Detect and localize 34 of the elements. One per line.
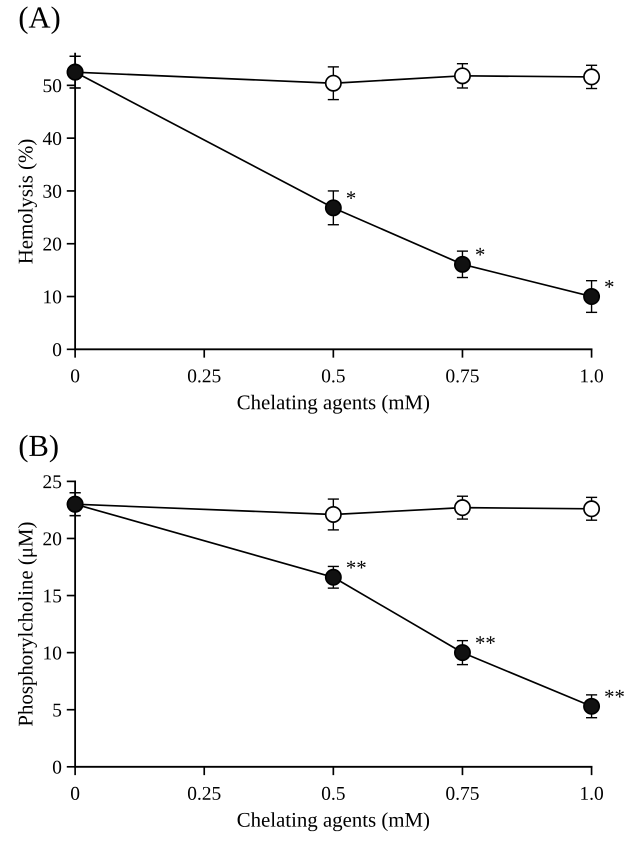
annotation: * xyxy=(605,280,614,288)
x-tick-label: 0.25 xyxy=(188,369,220,383)
y-tick-label: 30 xyxy=(43,184,62,198)
annotation: ** xyxy=(605,690,624,698)
x-tick-label: 1.0 xyxy=(581,786,603,800)
y-tick-label: 25 xyxy=(43,475,62,488)
x-axis-title: Chelating agents (mM) xyxy=(238,394,430,414)
y-tick-label: 50 xyxy=(44,79,62,92)
x-tick-label: 0.75 xyxy=(446,786,479,800)
x-tick-label: 0.5 xyxy=(322,369,345,383)
x-tick-label: 1.0 xyxy=(581,369,603,383)
x-tick-label: 0.75 xyxy=(446,369,479,383)
x-tick-label: 0.5 xyxy=(322,786,345,800)
annotation: * xyxy=(476,248,484,256)
x-tick-label: 0 xyxy=(71,369,80,382)
y-tick-label: 40 xyxy=(42,132,62,146)
y-axis-title: Phosphorylcholine (μM) xyxy=(18,522,37,726)
y-tick-label: 20 xyxy=(43,238,62,251)
annotation: * xyxy=(346,191,356,200)
x-tick-label: 0.25 xyxy=(188,786,220,800)
y-tick-label: 20 xyxy=(43,532,62,546)
y-tick-label: 0 xyxy=(52,760,62,774)
y-axis-title: Hemolysis (%) xyxy=(18,140,37,264)
chart-title: (B) xyxy=(20,434,58,462)
chart-title: (A) xyxy=(20,6,60,34)
y-tick-label: 10 xyxy=(44,646,62,660)
annotation: ** xyxy=(476,636,495,644)
y-tick-label: 10 xyxy=(44,290,62,304)
y-tick-label: 0 xyxy=(52,343,62,356)
annotation: ** xyxy=(346,560,366,568)
y-tick-label: 15 xyxy=(44,589,62,602)
x-axis-title: Chelating agents (mM) xyxy=(238,812,430,832)
x-tick-label: 0 xyxy=(71,786,80,800)
y-tick-label: 5 xyxy=(53,704,62,717)
